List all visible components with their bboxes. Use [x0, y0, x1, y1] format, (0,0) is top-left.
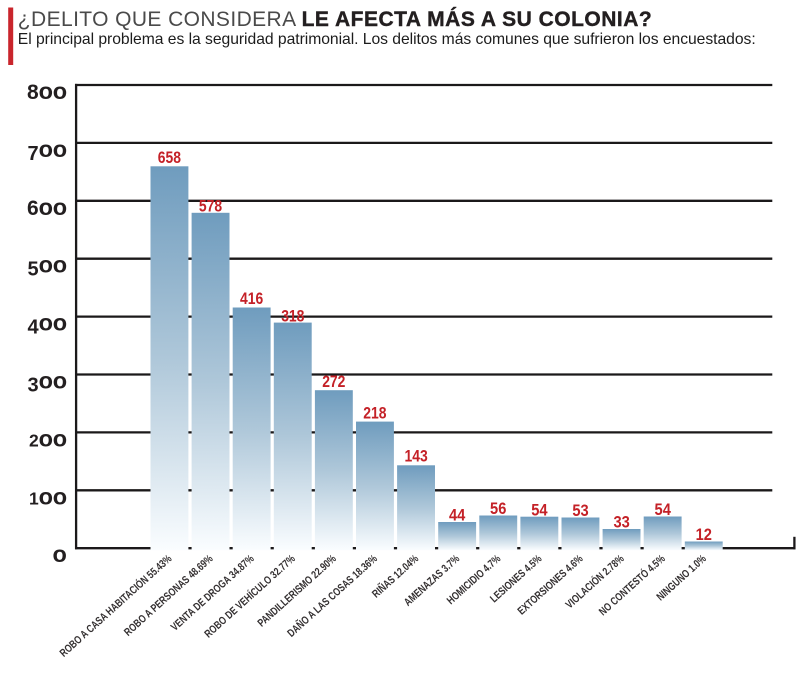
svg-text:2oo: 2oo [29, 425, 67, 451]
svg-text:5oo: 5oo [28, 252, 67, 281]
svg-text:416: 416 [240, 289, 263, 308]
svg-text:1oo: 1oo [29, 483, 67, 509]
svg-text:o: o [52, 541, 66, 567]
svg-text:218: 218 [363, 403, 386, 422]
svg-text:7oo: 7oo [28, 136, 67, 165]
svg-text:578: 578 [199, 197, 222, 216]
svg-text:318: 318 [281, 307, 304, 326]
svg-text:8oo: 8oo [27, 78, 67, 104]
svg-text:12: 12 [696, 525, 712, 544]
svg-text:6oo: 6oo [27, 194, 67, 220]
svg-text:143: 143 [405, 447, 428, 466]
svg-text:4oo: 4oo [28, 310, 67, 339]
svg-text:272: 272 [322, 372, 345, 391]
svg-text:3oo: 3oo [28, 368, 67, 397]
svg-text:33: 33 [613, 513, 629, 532]
svg-text:¿DELITO QUE CONSIDERA LE AFECT: ¿DELITO QUE CONSIDERA LE AFECTA MÁS A SU… [18, 8, 652, 31]
svg-text:El principal problema es la se: El principal problema es la seguridad pa… [18, 31, 756, 48]
svg-text:56: 56 [490, 499, 506, 518]
svg-text:54: 54 [531, 500, 548, 519]
svg-text:658: 658 [158, 148, 181, 167]
svg-text:44: 44 [449, 506, 466, 525]
svg-text:54: 54 [655, 500, 672, 519]
svg-text:53: 53 [572, 501, 588, 520]
